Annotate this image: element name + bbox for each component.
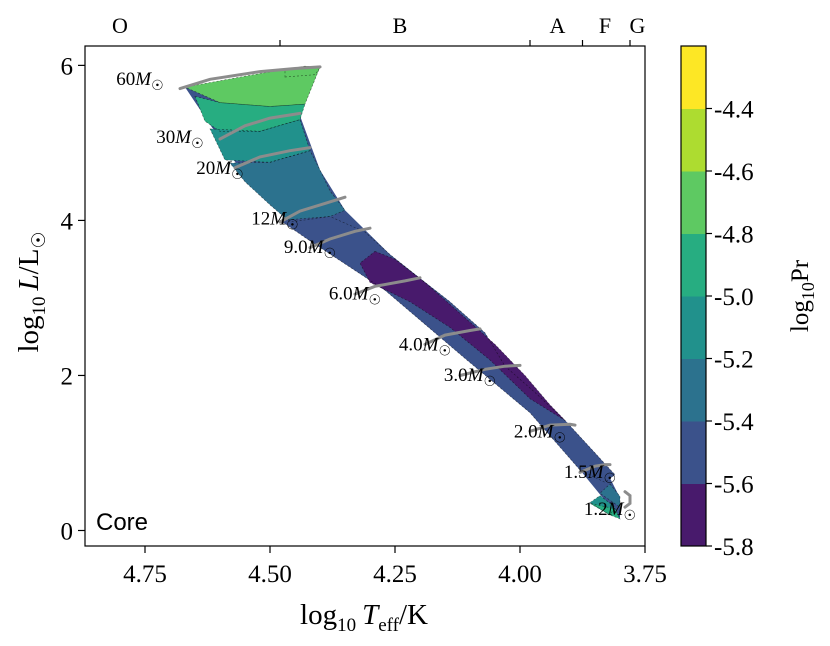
colorbar-tick-label-6: -4.6 [714,159,754,186]
mass-label-3.0: 3.0M☉ [444,365,496,390]
contour-band-9 [590,503,620,519]
track-6.0 [353,276,422,296]
y-tick-label-4: 4 [61,208,74,235]
y-axis-label: log10L/L☉ [13,231,50,352]
track-9.0 [308,226,372,250]
x-axis-ticks: 4.75 4.50 4.25 4.00 3.75 [123,546,667,588]
mass-label-4.0: 4.0M☉ [399,335,451,360]
colorbar-segment-5 [681,171,706,234]
x-tick-label-4.50: 4.50 [248,561,292,588]
contour-band-6 [360,251,565,421]
spectral-type-O: O [112,13,128,38]
track-4.0 [423,327,482,346]
contour-bands [185,66,620,519]
y-tick-label-6: 6 [61,53,74,80]
panel-label: Core [96,509,148,536]
colorbar-segment-6 [681,108,706,172]
contour-line-4 [229,150,346,223]
mass-label-9.0: 9.0M☉ [284,237,336,262]
contour-band-7 [600,484,620,508]
mass-label-1.5: 1.5M☉ [564,462,616,487]
colorbar-tick-label-4: -5.0 [714,284,754,311]
track-12 [278,195,347,224]
x-tick-label-4.75: 4.75 [123,561,167,588]
colorbar: -5.8 -5.6 -5.4 -5.2 -5.0 -4.8 -4.6 -4.4 [680,45,754,561]
mass-label-20: 20M☉ [196,158,243,183]
contour-line-2 [194,95,306,132]
contour-band-1 [185,66,320,107]
track-1.5 [578,463,612,474]
plot-frame [84,45,646,547]
track-20 [233,146,312,170]
spectral-type-G: G [630,13,646,38]
track-3.0 [458,363,522,377]
x-axis-label: log10 Teff/K [300,599,428,636]
y-axis-ticks: 0 2 4 6 [61,53,85,545]
track-2.0 [528,422,577,433]
mass-label-12: 12M☉ [251,208,298,233]
x-tick-label-3.75: 3.75 [623,561,667,588]
colorbar-tick-label-7: -4.4 [714,97,754,124]
colorbar-segment-3 [681,296,706,359]
x-tick-label-4.00: 4.00 [498,561,542,588]
colorbar-segment-2 [681,358,706,422]
spectral-type-F: F [599,13,611,38]
spectral-type-A: A [550,13,566,38]
contour-line-0 [284,65,321,78]
y-tick-label-2: 2 [61,363,74,390]
contour-band-2 [195,96,305,132]
mass-label-30: 30M☉ [156,127,203,152]
contour-band-4 [230,150,345,222]
track-1.2 [623,490,632,509]
spectral-type-B: B [393,13,408,38]
y-tick-label-0: 0 [61,518,74,545]
x-tick-label-4.25: 4.25 [373,561,417,588]
mass-label-60: 60M☉ [116,69,163,94]
colorbar-tick-label-2: -5.4 [714,409,754,436]
mass-label-1.2: 1.2M☉ [584,499,636,524]
contour-line-8 [589,495,616,516]
colorbar-segment-0 [681,483,706,547]
mass-label-2.0: 2.0M☉ [514,422,566,447]
contour-line-6 [359,251,566,421]
colorbar-tick-label-1: -5.6 [714,472,754,499]
mass-label-6.0: 6.0M☉ [329,284,381,309]
track-30 [218,111,302,141]
colorbar-segment-7 [681,46,706,109]
colorbar-tick-label-0: -5.8 [714,534,754,561]
colorbar-tick-label-3: -5.2 [714,347,754,374]
track-60 [178,65,322,91]
evolutionary-tracks [178,65,632,509]
contour-line-9 [589,503,621,520]
contour-band-5 [280,216,615,483]
colorbar-label: log10Pr [787,259,818,332]
colorbar-segment-4 [681,233,706,297]
colorbar-tick-label-5: -4.8 [714,222,754,249]
colorbar-segment-1 [681,421,706,484]
mass-labels: 60M☉ 30M☉ 20M☉ 12M☉ 9.0M☉ 6.0M☉ 4.0M☉ 3.0M☉ 2.0M… [116,69,636,524]
